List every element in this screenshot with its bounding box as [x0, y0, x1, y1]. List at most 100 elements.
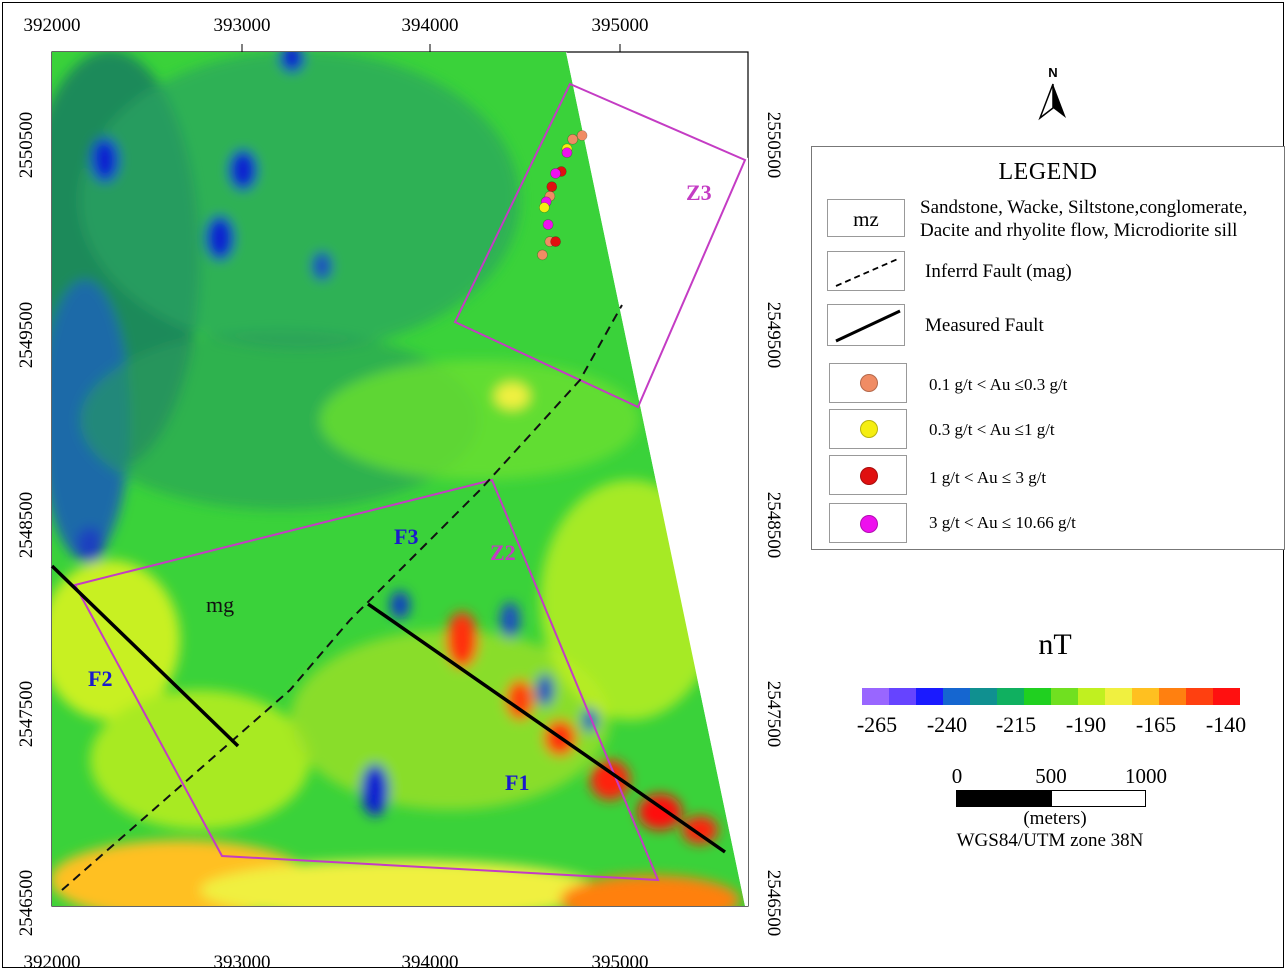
unit-label-mg: mg	[206, 592, 234, 617]
colorbar-tick-label: -215	[995, 712, 1037, 737]
x-tick-top: 393000	[214, 15, 271, 36]
y-tick-left: 2547500	[16, 681, 37, 748]
zone-label-z2: Z2	[490, 540, 516, 565]
y-tick-right: 2549500	[763, 302, 784, 369]
colorbar-unit: nT	[1038, 628, 1072, 661]
zone-z3-polygon	[453, 82, 747, 409]
colorbar-tick-label: -265	[856, 712, 898, 737]
au-class-label: 0.1 g/t < Au ≤0.3 g/t	[929, 375, 1068, 394]
gold-sample-point	[546, 181, 558, 192]
colorbar-swatch	[1051, 688, 1079, 705]
fault-label-f3: F3	[394, 524, 418, 549]
colorbar-tick-label: -190	[1065, 712, 1107, 737]
colorbar-swatch	[1159, 688, 1187, 705]
au-class-swatch	[829, 455, 907, 495]
mz-symbol-label: mz	[853, 207, 879, 231]
dashed-line-icon	[835, 257, 901, 287]
gold-sample-points	[537, 130, 588, 261]
mz-swatch: mz	[827, 199, 905, 237]
scalebar-label: 1000	[1125, 764, 1167, 788]
x-tick-bottom: 392000	[24, 952, 81, 972]
colorbar-tick-label: -240	[926, 712, 968, 737]
fault-label-f2: F2	[88, 666, 112, 691]
zone-label-z3: Z3	[686, 180, 712, 205]
x-tick-top: 395000	[592, 15, 649, 36]
au-class-label: 1 g/t < Au ≤ 3 g/t	[929, 468, 1047, 487]
scalebar-label: 500	[1035, 764, 1067, 788]
gold-sample-point	[542, 219, 554, 230]
x-axis-bottom: 392000 393000 394000 395000	[24, 952, 649, 972]
legend-panel: LEGEND mz Sandstone, Wacke, Siltstone,co…	[811, 146, 1285, 550]
colorbar-swatch	[1213, 688, 1240, 705]
mz-description-line2: Dacite and rhyolite flow, Microdiorite s…	[920, 220, 1238, 241]
au-class-swatch	[829, 503, 907, 543]
y-tick-right: 2547500	[763, 681, 784, 748]
circle-icon	[860, 515, 878, 533]
measured-fault-f1	[367, 602, 726, 854]
x-tick-bottom: 394000	[402, 952, 459, 972]
colorbar-swatch	[862, 688, 890, 705]
au-class-swatch	[829, 363, 907, 403]
inferred-fault-line	[61, 304, 623, 891]
colorbar-swatch	[1024, 688, 1052, 705]
y-tick-right: 2546500	[763, 870, 784, 937]
solid-line-icon	[835, 309, 901, 343]
projection-label: WGS84/UTM zone 38N	[956, 830, 1144, 851]
y-tick-right: 2548500	[763, 492, 784, 559]
gold-sample-point	[550, 168, 561, 179]
colorbar-swatch	[1132, 688, 1160, 705]
circle-icon	[860, 374, 878, 392]
colorbar-swatch	[997, 688, 1025, 705]
colorbar-swatch	[970, 688, 998, 705]
inferred-fault-swatch	[827, 251, 905, 291]
gold-sample-point	[550, 236, 561, 247]
north-arrow-icon: N	[1038, 65, 1066, 121]
y-tick-left: 2546500	[16, 870, 37, 937]
measured-fault-swatch	[827, 304, 905, 346]
y-tick-right: 2550500	[763, 112, 784, 179]
x-tick-bottom: 393000	[214, 952, 271, 972]
colorbar-swatch	[1078, 688, 1106, 705]
colorbar-swatch	[916, 688, 944, 705]
circle-icon	[860, 420, 878, 438]
x-tick-top: 394000	[402, 15, 459, 36]
colorbar-swatch	[889, 688, 917, 705]
au-class-label: 3 g/t < Au ≤ 10.66 g/t	[929, 513, 1076, 532]
gold-sample-point	[576, 130, 588, 141]
gold-sample-point	[538, 202, 550, 213]
y-tick-left: 2550500	[16, 112, 37, 179]
colorbar-swatch	[1186, 688, 1214, 705]
colorbar-tick-label: -140	[1205, 712, 1247, 737]
north-label: N	[1048, 65, 1057, 80]
magnetic-anomaly-raster	[52, 52, 748, 906]
y-axis-right: 2550500 2549500 2548500 2547500 2546500	[763, 112, 784, 937]
scalebar-units: (meters)	[1023, 808, 1087, 829]
colorbar	[862, 688, 1240, 705]
colorbar-tick-label: -165	[1135, 712, 1177, 737]
au-class-label: 0.3 g/t < Au ≤1 g/t	[929, 420, 1055, 439]
scale-bar	[956, 790, 1146, 807]
y-tick-left: 2549500	[16, 302, 37, 369]
x-tick-bottom: 395000	[592, 952, 649, 972]
scalebar-label: 0	[951, 764, 963, 788]
x-tick-top: 392000	[24, 15, 81, 36]
zone-z2-polygon	[73, 478, 660, 882]
mz-description-line1: Sandstone, Wacke, Siltstone,conglomerate…	[920, 197, 1248, 218]
measured-fault-f2	[50, 564, 240, 748]
colorbar-swatch	[1105, 688, 1133, 705]
circle-icon	[860, 467, 878, 485]
fault-label-f1: F1	[505, 770, 529, 795]
measured-fault-label: Measured Fault	[925, 315, 1044, 336]
inferred-fault-label: Inferrd Fault (mag)	[925, 261, 1072, 282]
y-tick-left: 2548500	[16, 492, 37, 559]
legend-title: LEGEND	[998, 159, 1098, 185]
gold-sample-point	[561, 147, 573, 158]
colorbar-swatch	[943, 688, 971, 705]
au-class-swatch	[829, 409, 907, 449]
x-axis-top: 392000 393000 394000 395000	[24, 15, 649, 52]
gold-sample-point	[537, 249, 548, 261]
gold-sample-point	[567, 134, 579, 145]
y-axis-left: 2550500 2549500 2548500 2547500 2546500	[16, 112, 37, 937]
